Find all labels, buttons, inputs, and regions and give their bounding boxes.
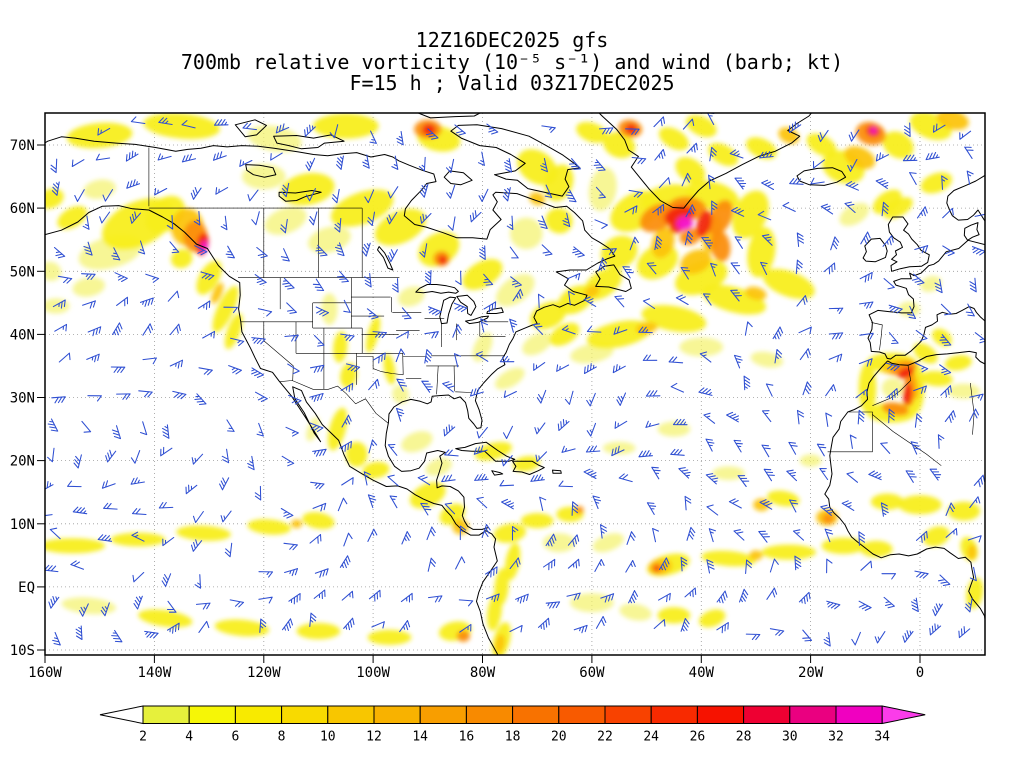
colorbar-tick-label: 20 [551, 730, 567, 745]
figure-titles: 12Z16DEC2025 gfs 700mb relative vorticit… [181, 28, 843, 95]
colorbar-tick-label: 22 [597, 730, 613, 745]
colorbar-tick-label: 14 [412, 730, 428, 745]
lon-label: 0 [916, 665, 924, 681]
lat-label: EQ [18, 580, 35, 596]
model-run-title: 12Z16DEC2025 gfs [416, 28, 609, 52]
lon-label: 160W [28, 665, 62, 681]
colorbar-tick-label: 16 [459, 730, 475, 745]
lat-label: 60N [10, 201, 35, 217]
lat-label: 40N [10, 327, 35, 343]
lat-label: 70N [10, 138, 35, 154]
colorbar: 2 4 6 8 10 12 14 16 18 20 22 24 26 28 30 32 34 [99, 705, 926, 745]
colorbar-tick-label: 2 [139, 730, 147, 745]
colorbar-tick-label: 18 [505, 730, 521, 745]
colorbar-tick-label: 8 [278, 730, 286, 745]
lat-label: 50N [10, 264, 35, 280]
colorbar-tick-label: 28 [736, 730, 752, 745]
wind-barbs [45, 113, 985, 647]
lon-label: 100W [356, 665, 390, 681]
map-canvas [45, 113, 985, 655]
lon-label: 60W [579, 665, 605, 681]
axis-labels: 70N 60N 50N 40N 30N 20N 10N EQ 10S 160W 140W 120W 10… [10, 138, 925, 681]
colorbar-tick-label: 32 [828, 730, 844, 745]
lat-label: 20N [10, 454, 35, 470]
colorbar-tick-label: 26 [690, 730, 706, 745]
colorbar-tick-label: 30 [782, 730, 798, 745]
colorbar-tick-label: 10 [320, 730, 336, 745]
lon-label: 80W [470, 665, 496, 681]
colorbar-tick-label: 12 [366, 730, 382, 745]
colorbar-tick-label: 34 [874, 730, 890, 745]
colorbar-tick-label: 6 [231, 730, 239, 745]
lon-label: 140W [138, 665, 172, 681]
field-title: 700mb relative vorticity (10⁻⁵ s⁻¹) and … [181, 50, 843, 74]
colorbar-tick-label: 4 [185, 730, 193, 745]
lat-label: 10N [10, 517, 35, 533]
colorbar-tick-label: 24 [643, 730, 659, 745]
lat-label: 30N [10, 391, 35, 407]
coastlines-and-borders [45, 113, 985, 655]
map-frame [44, 112, 986, 656]
valid-time-title: F=15 h ; Valid 03Z17DEC2025 [349, 71, 674, 95]
lon-label: 40W [689, 665, 715, 681]
lon-label: 120W [247, 665, 281, 681]
lat-label: 10S [10, 643, 35, 659]
lon-label: 20W [798, 665, 824, 681]
